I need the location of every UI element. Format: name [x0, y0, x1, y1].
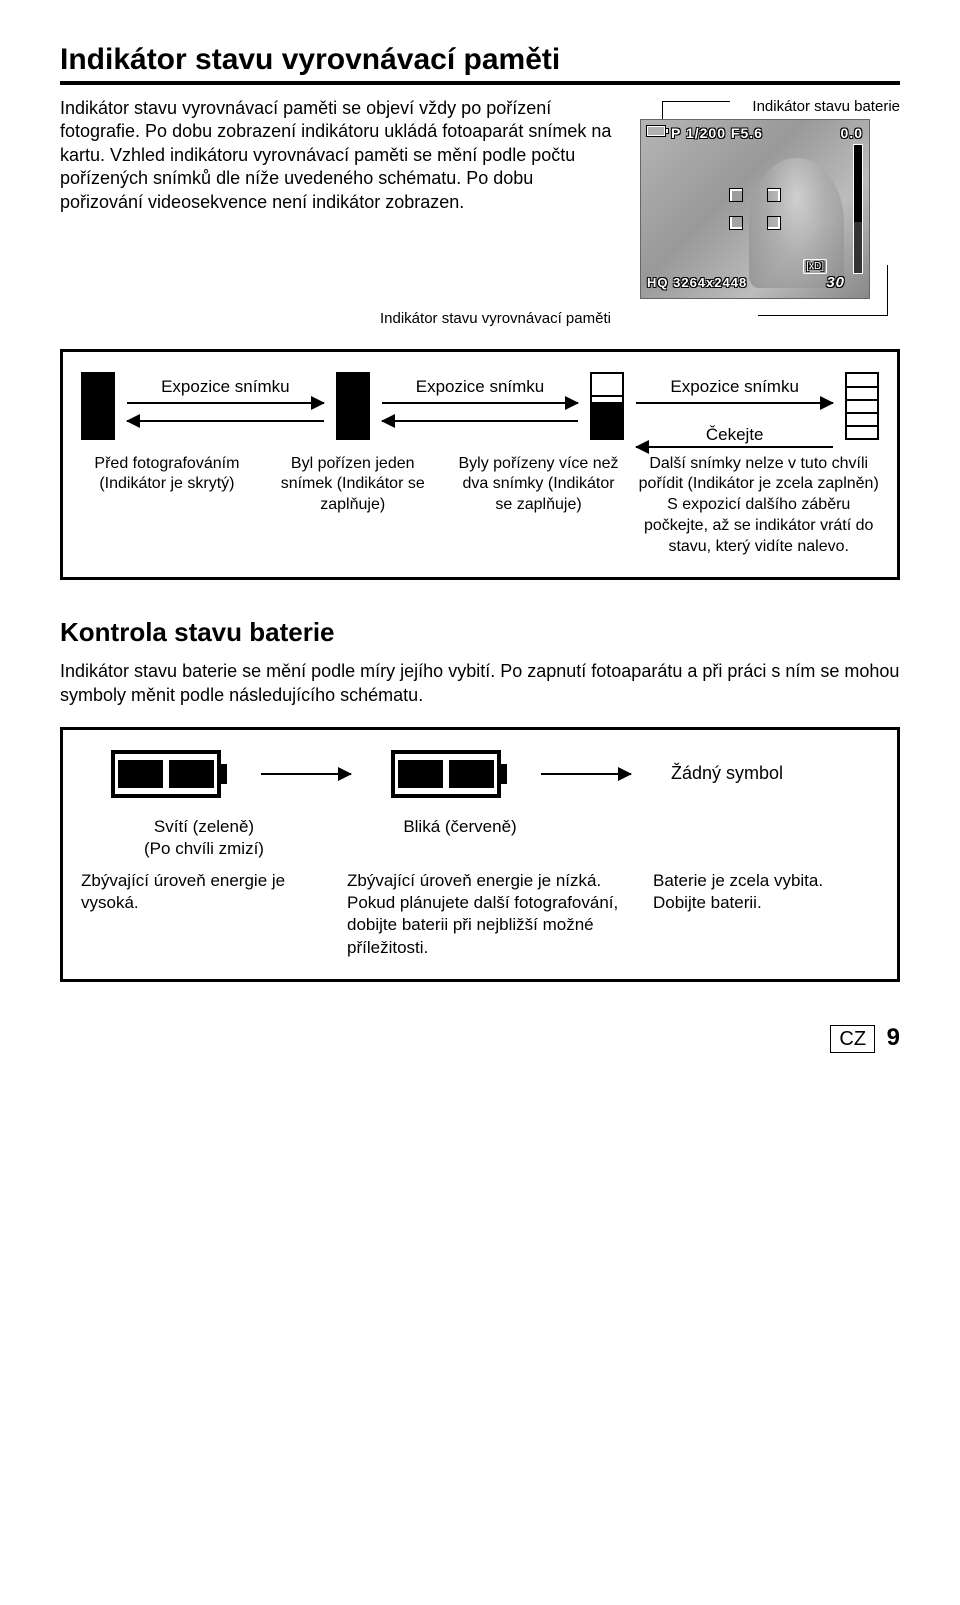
arrow-right-icon [541, 773, 631, 775]
arrow-label: Expozice snímku [127, 376, 324, 398]
page-title: Indikátor stavu vyrovnávací paměti [60, 40, 900, 85]
buffer-diagram: Expozice snímku Expozice snímku [60, 349, 900, 581]
battery-state-desc: Zbývající úroveň energie je nízká. Pokud… [347, 870, 627, 958]
leader-line [887, 265, 888, 315]
arrow-label: Expozice snímku [382, 376, 579, 398]
arrow-group: Expozice snímku Čekejte [636, 372, 833, 440]
buffer-state-icon [336, 372, 370, 440]
battery-indicator-label: Indikátor stavu baterie [752, 97, 900, 117]
battery-diagram: Žádný symbol Svítí (zeleně) (Po chvíli z… [60, 727, 900, 982]
battery-section-intro: Indikátor stavu baterie se mění podle mí… [60, 660, 900, 707]
captions-row: Před fotografováním (Indikátor je skrytý… [81, 454, 879, 558]
intro-text: Indikátor stavu vyrovnávací paměti se ob… [60, 97, 620, 299]
buffer-bar-icon [853, 144, 863, 274]
buffer-state-icon [845, 372, 879, 440]
page-number: 9 [887, 1024, 900, 1051]
arrow-left-icon [382, 420, 579, 422]
exposure-comp-text: 0.0 [841, 124, 863, 142]
arrow-group: Expozice snímku [127, 372, 324, 440]
buffer-state-icon [590, 372, 624, 440]
no-symbol-label: Žádný symbol [671, 762, 783, 785]
arrow-left-icon [636, 446, 833, 448]
wait-label: Čekejte [636, 424, 833, 446]
arrow-label: Expozice snímku [636, 376, 833, 398]
buffer-indicator-label: Indikátor stavu vyrovnávací paměti [380, 309, 611, 329]
camera-preview: P 1/200 F5.6 0.0 [xD] HQ 3264x2448 30 [640, 119, 870, 299]
battery-icon [647, 126, 665, 136]
arrow-left-icon [127, 420, 324, 422]
xd-card-icon: [xD] [803, 259, 827, 274]
page-footer: CZ 9 [60, 1022, 900, 1053]
region-badge: CZ [830, 1025, 875, 1053]
focus-brackets [730, 189, 780, 229]
battery-state-label: Svítí (zeleně) (Po chvíli zmizí) [89, 816, 319, 860]
exposure-text: P 1/200 F5.6 [671, 124, 763, 142]
arrow-right-icon [382, 402, 579, 404]
state-caption: Před fotografováním (Indikátor je skrytý… [81, 454, 253, 558]
buffer-state-icon [81, 372, 115, 440]
preview-column: Indikátor stavu baterie P 1/200 F5.6 0.0… [640, 97, 900, 299]
arrow-right-icon [261, 773, 351, 775]
intro-row: Indikátor stavu vyrovnávací paměti se ob… [60, 97, 900, 299]
state-caption: Další snímky nelze v tuto chvíli pořídit… [638, 454, 879, 558]
arrow-group: Expozice snímku [382, 372, 579, 440]
battery-captions-row: Svítí (zeleně) (Po chvíli zmizí) Bliká (… [81, 816, 879, 860]
battery-state-desc: Baterie je zcela vybita. Dobijte baterii… [653, 870, 879, 958]
battery-desc-row: Zbývající úroveň energie je vysoká. Zbýv… [81, 870, 879, 958]
buffer-label-row: Indikátor stavu vyrovnávací paměti [380, 309, 900, 329]
state-caption: Byl pořízen jeden snímek (Indikátor se z… [267, 454, 439, 558]
leader-line [758, 315, 888, 316]
battery-full-icon [111, 750, 221, 798]
battery-low-icon [391, 750, 501, 798]
arrow-right-icon [127, 402, 324, 404]
frames-left-text: 30 [826, 273, 845, 293]
battery-section-title: Kontrola stavu baterie [60, 616, 900, 650]
leader-line [662, 101, 730, 102]
arrow-right-icon [636, 402, 833, 404]
state-caption: Byly pořízeny více než dva snímky (Indik… [453, 454, 625, 558]
battery-state-label: Bliká (červeně) [345, 816, 575, 860]
battery-state-desc: Zbývající úroveň energie je vysoká. [81, 870, 321, 958]
battery-icons-row: Žádný symbol [81, 750, 879, 798]
resolution-text: HQ 3264x2448 [647, 275, 747, 292]
states-row: Expozice snímku Expozice snímku [81, 372, 879, 440]
